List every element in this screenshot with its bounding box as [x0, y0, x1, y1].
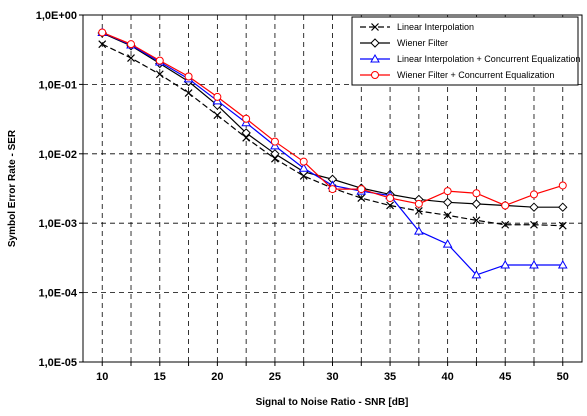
data-point-circle-marker	[443, 187, 452, 196]
y-axis-title: Symbol Error Rate - SER	[7, 129, 18, 247]
data-point-circle-marker	[242, 114, 251, 123]
data-point-x-marker	[371, 23, 379, 31]
x-tick-label: 10	[96, 371, 108, 383]
data-point-circle-marker	[127, 40, 136, 49]
data-point-x-marker	[357, 194, 366, 203]
data-point-diamond-marker	[558, 202, 568, 212]
y-tick-label: 1,0E+00	[36, 10, 77, 22]
data-point-x-marker	[213, 111, 222, 120]
legend-label: Wiener Filter	[397, 38, 448, 48]
legend-label: Linear Interpolation + Concurrent Equali…	[397, 54, 580, 64]
x-tick-label: 30	[326, 371, 338, 383]
data-point-circle-marker	[270, 137, 279, 146]
data-point-triangle-marker	[413, 226, 424, 235]
legend-label: Wiener Filter + Concurrent Equalization	[397, 70, 554, 80]
data-point-circle-marker	[386, 194, 395, 203]
y-tick-label: 1,0E-01	[38, 79, 77, 91]
data-point-diamond-marker	[270, 149, 280, 159]
data-point-triangle-marker	[500, 259, 511, 269]
x-tick-label: 35	[384, 371, 396, 383]
legend-box	[351, 16, 579, 86]
data-point-x-marker	[558, 221, 567, 230]
data-point-circle-marker	[184, 72, 193, 81]
data-point-diamond-marker	[241, 128, 251, 138]
data-point-x-marker	[127, 54, 135, 62]
x-tick-label: 25	[269, 371, 281, 383]
data-point-circle-marker	[155, 56, 164, 65]
data-point-circle-marker	[558, 181, 567, 190]
data-point-x-marker	[155, 70, 164, 79]
x-tick-label: 50	[557, 371, 569, 383]
x-tick-label: 15	[154, 371, 166, 383]
data-point-triangle-marker	[442, 239, 453, 248]
legend: Linear Interpolation Wiener Filter Linear …	[351, 16, 580, 86]
series-4	[98, 28, 567, 210]
data-point-circle-marker	[213, 92, 222, 101]
data-point-triangle-marker	[557, 259, 568, 269]
legend-item: Wiener Filter + Concurrent Equalization	[360, 70, 554, 80]
data-point-x-marker	[443, 211, 452, 220]
y-tick-label: 1,0E-03	[38, 218, 77, 230]
data-point-x-marker	[414, 207, 423, 215]
axes-layer: 10 15 20 25 30 35 40 45 50 1,0E-05 1,0E-04 1,0E-03 1…	[36, 10, 569, 383]
data-point-triangle-marker	[471, 269, 482, 279]
data-point-diamond-marker	[529, 202, 539, 212]
data-point-x-marker	[386, 201, 394, 210]
x-tick-label: 20	[211, 371, 223, 383]
data-point-circle-marker	[299, 157, 308, 166]
data-point-circle-marker	[414, 199, 423, 208]
x-tick-label: 45	[499, 371, 511, 383]
data-point-triangle-marker	[529, 259, 539, 269]
data-point-circle-marker	[357, 185, 366, 194]
data-point-circle-marker	[371, 71, 379, 79]
legend-item: Wiener Filter	[360, 38, 448, 48]
data-point-x-marker	[530, 220, 538, 229]
x-axis-title: Signal to Noise Ratio - SNR [dB]	[256, 397, 409, 408]
data-point-diamond-marker	[442, 197, 453, 208]
data-point-x-marker	[184, 89, 193, 97]
y-tick-label: 1,0E-04	[38, 288, 77, 300]
data-point-circle-marker	[98, 28, 107, 37]
data-point-diamond-marker	[471, 199, 482, 209]
x-tick-label: 40	[442, 371, 454, 383]
series-layer	[97, 27, 568, 279]
data-point-circle-marker	[501, 201, 510, 210]
data-point-x-marker	[242, 133, 251, 142]
legend-item: Linear Interpolation + Concurrent Equali…	[360, 53, 580, 64]
legend-label: Linear Interpolation	[397, 22, 474, 32]
data-point-x-marker	[271, 154, 279, 163]
data-point-x-marker	[98, 40, 107, 49]
data-point-circle-marker	[529, 190, 538, 199]
y-tick-label: 1,0E-02	[38, 149, 77, 161]
data-point-diamond-marker	[370, 38, 380, 48]
data-point-circle-marker	[328, 185, 337, 194]
y-tick-label: 1,0E-05	[38, 357, 77, 369]
data-point-triangle-marker	[298, 163, 309, 172]
legend-item: Linear Interpolation	[360, 22, 474, 32]
data-point-triangle-marker	[370, 53, 380, 63]
data-point-x-marker	[472, 216, 481, 225]
data-point-x-marker	[501, 220, 510, 229]
data-point-circle-marker	[472, 189, 481, 198]
